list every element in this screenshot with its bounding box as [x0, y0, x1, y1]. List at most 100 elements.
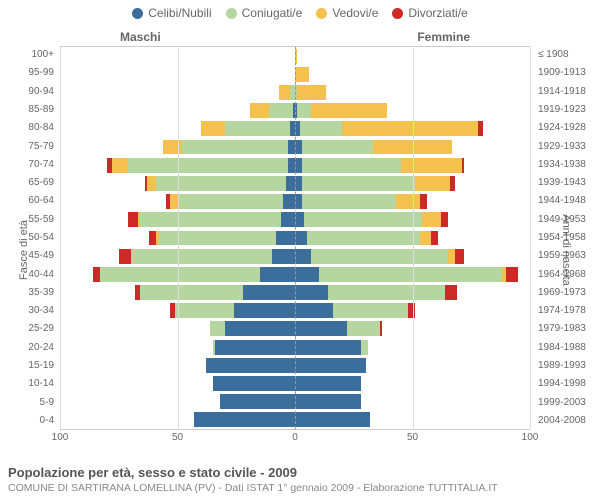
bar-segment	[260, 267, 295, 282]
x-tick: 50	[172, 432, 183, 443]
bar-segment	[311, 103, 386, 118]
age-label: 25-29	[0, 324, 54, 334]
bar-segment	[140, 285, 243, 300]
bar-segment	[333, 303, 408, 318]
bar-segment	[170, 194, 177, 209]
bar-segment	[295, 249, 311, 264]
bar-segment	[250, 103, 269, 118]
age-label: 5-9	[0, 398, 54, 408]
bar-segment	[128, 212, 137, 227]
age-label: 70-74	[0, 160, 54, 170]
gridline	[530, 47, 531, 429]
bar-segment	[220, 394, 295, 409]
bar-segment	[295, 67, 309, 82]
bar-segment	[415, 176, 450, 191]
bar-segment	[295, 231, 307, 246]
year-label: 1959-1963	[538, 251, 600, 261]
bar-segment	[283, 194, 295, 209]
legend-label: Vedovi/e	[332, 6, 378, 20]
bar-segment	[302, 140, 373, 155]
bar-segment	[295, 321, 347, 336]
bar-segment	[422, 212, 441, 227]
bar-segment	[295, 158, 302, 173]
bar-segment	[295, 340, 361, 355]
year-label: 1924-1928	[538, 123, 600, 133]
bar-segment	[319, 267, 502, 282]
bar-segment	[225, 321, 296, 336]
gridline	[60, 47, 61, 429]
bar-segment	[295, 267, 319, 282]
age-label: 100+	[0, 50, 54, 60]
year-label: 1929-1933	[538, 142, 600, 152]
year-label: 1994-1998	[538, 379, 600, 389]
bar-segment	[163, 140, 182, 155]
bar-segment	[119, 249, 131, 264]
year-label: 1919-1923	[538, 105, 600, 115]
year-label: 1954-1958	[538, 233, 600, 243]
chart-subtitle: COMUNE DI SARTIRANA LOMELLINA (PV) - Dat…	[8, 482, 592, 494]
legend-item: Coniugati/e	[226, 6, 303, 20]
bar-segment	[445, 285, 457, 300]
header-female: Femmine	[417, 30, 470, 44]
bar-segment	[401, 158, 462, 173]
year-label: 1949-1953	[538, 215, 600, 225]
x-tick: 0	[292, 432, 298, 443]
bar-segment	[361, 340, 368, 355]
bar-segment	[269, 103, 293, 118]
age-label: 90-94	[0, 87, 54, 97]
bar-segment	[302, 176, 415, 191]
bar-segment	[272, 249, 296, 264]
age-label: 65-69	[0, 178, 54, 188]
bar-segment	[342, 121, 478, 136]
bar-segment	[93, 267, 100, 282]
chart-title: Popolazione per età, sesso e stato civil…	[8, 465, 592, 480]
header-male: Maschi	[120, 30, 161, 44]
age-label: 55-59	[0, 215, 54, 225]
bar-segment	[297, 85, 325, 100]
age-label: 0-4	[0, 416, 54, 426]
year-label: 1909-1913	[538, 68, 600, 78]
bar-segment	[462, 158, 464, 173]
year-label: 1934-1938	[538, 160, 600, 170]
bar-segment	[295, 358, 366, 373]
age-label: 95-99	[0, 68, 54, 78]
bar-segment	[159, 231, 277, 246]
bar-segment	[420, 194, 427, 209]
legend-label: Divorziati/e	[408, 6, 467, 20]
year-label: 1969-1973	[538, 288, 600, 298]
bar-segment	[300, 121, 342, 136]
x-axis-ticks: 10050050100	[60, 432, 530, 446]
bar-segment	[431, 231, 438, 246]
legend-item: Vedovi/e	[316, 6, 378, 20]
age-label: 75-79	[0, 142, 54, 152]
bar-segment	[286, 176, 295, 191]
year-label: 1944-1948	[538, 196, 600, 206]
x-tick: 100	[52, 432, 69, 443]
bar-segment	[279, 85, 291, 100]
age-label: 10-14	[0, 379, 54, 389]
age-label: 40-44	[0, 270, 54, 280]
bar-segment	[156, 176, 285, 191]
bar-segment	[328, 285, 446, 300]
bar-segment	[178, 194, 284, 209]
bar-segment	[302, 194, 396, 209]
bar-segment	[380, 321, 382, 336]
legend-swatch	[132, 8, 143, 19]
bar-segment	[206, 358, 295, 373]
legend-item: Divorziati/e	[392, 6, 467, 20]
age-label: 50-54	[0, 233, 54, 243]
year-label: 1979-1983	[538, 324, 600, 334]
bar-segment	[441, 212, 448, 227]
x-tick: 100	[522, 432, 539, 443]
bar-segment	[311, 249, 447, 264]
bar-segment	[304, 212, 422, 227]
bar-segment	[147, 176, 156, 191]
year-label: ≤ 1908	[538, 50, 600, 60]
year-label: 1984-1988	[538, 343, 600, 353]
bar-segment	[288, 158, 295, 173]
bar-segment	[288, 140, 295, 155]
bar-segment	[295, 194, 302, 209]
bar-segment	[408, 303, 415, 318]
gridline	[413, 47, 414, 429]
bar-segment	[396, 194, 420, 209]
